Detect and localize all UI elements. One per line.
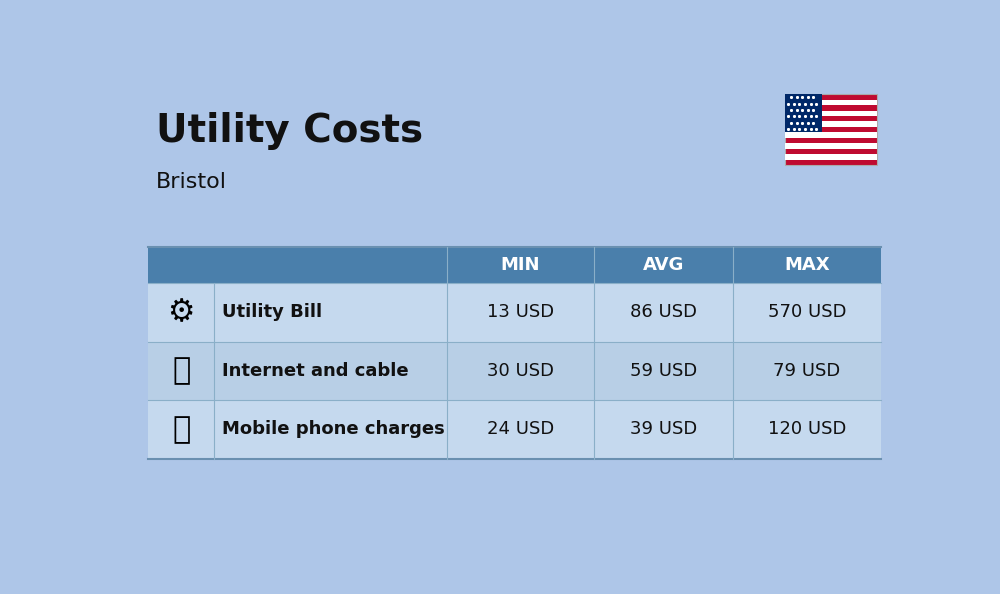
- Bar: [785, 132, 877, 138]
- Text: Internet and cable: Internet and cable: [222, 362, 409, 380]
- Text: 120 USD: 120 USD: [768, 421, 846, 438]
- Text: Utility Costs: Utility Costs: [156, 112, 423, 150]
- Bar: [148, 283, 881, 342]
- Text: 24 USD: 24 USD: [487, 421, 554, 438]
- Text: MIN: MIN: [501, 256, 540, 274]
- Text: 86 USD: 86 USD: [630, 304, 697, 321]
- Bar: [785, 143, 877, 148]
- Text: 570 USD: 570 USD: [768, 304, 846, 321]
- Bar: [785, 110, 877, 116]
- Text: ⚙: ⚙: [168, 298, 195, 327]
- Bar: [148, 247, 881, 283]
- Bar: [148, 400, 881, 459]
- Text: 30 USD: 30 USD: [487, 362, 554, 380]
- Text: AVG: AVG: [643, 256, 684, 274]
- Text: Utility Bill: Utility Bill: [222, 304, 322, 321]
- Bar: [785, 121, 877, 127]
- Bar: [785, 154, 877, 160]
- Text: MAX: MAX: [784, 256, 830, 274]
- Bar: [148, 342, 881, 400]
- Text: 13 USD: 13 USD: [487, 304, 554, 321]
- Text: 79 USD: 79 USD: [773, 362, 841, 380]
- Text: Bristol: Bristol: [156, 172, 227, 192]
- Bar: [785, 100, 877, 105]
- Bar: [785, 94, 877, 165]
- Text: 📱: 📱: [172, 415, 190, 444]
- Text: 59 USD: 59 USD: [630, 362, 697, 380]
- Text: Mobile phone charges: Mobile phone charges: [222, 421, 445, 438]
- Text: 39 USD: 39 USD: [630, 421, 697, 438]
- Text: 📶: 📶: [172, 356, 190, 386]
- Bar: [785, 94, 822, 132]
